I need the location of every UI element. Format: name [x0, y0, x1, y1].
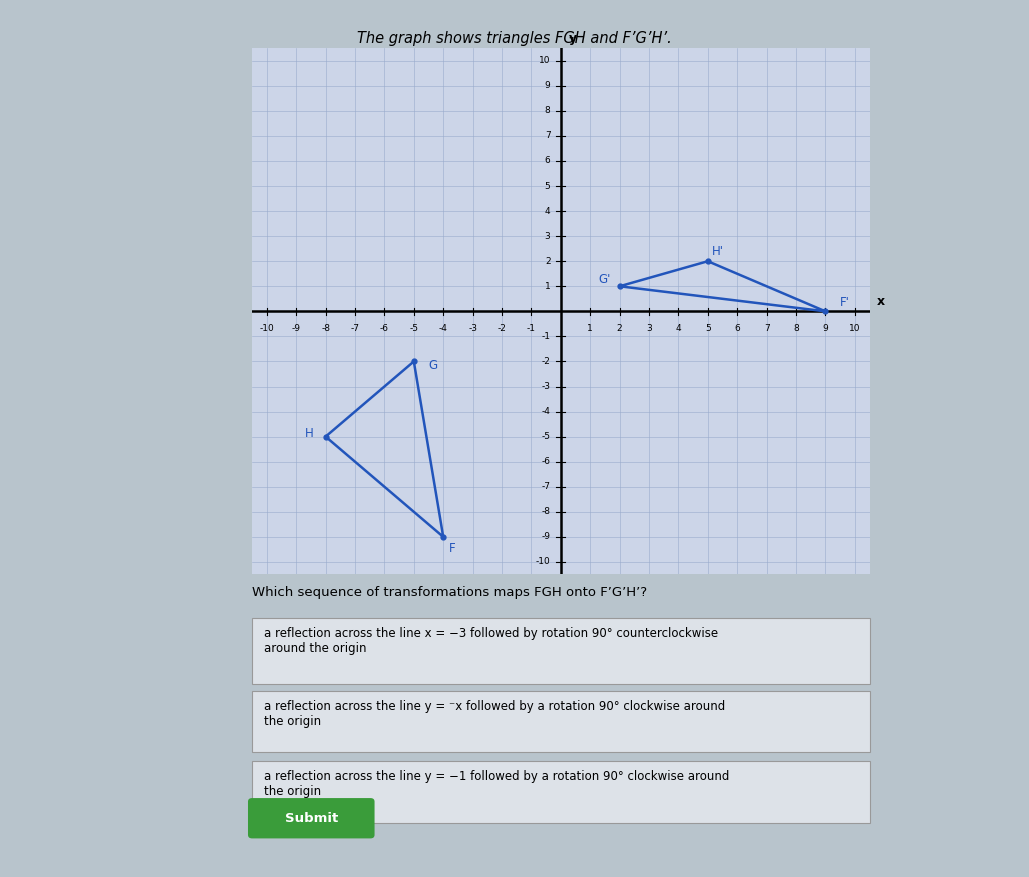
Text: G: G: [428, 359, 437, 372]
Text: 1: 1: [588, 324, 593, 333]
Text: a reflection across the line y = ⁻x followed by a rotation 90° clockwise around
: a reflection across the line y = ⁻x foll…: [264, 700, 725, 728]
Text: 10: 10: [849, 324, 860, 333]
Text: -10: -10: [259, 324, 274, 333]
Text: H: H: [305, 426, 314, 439]
Text: 10: 10: [539, 56, 551, 65]
Text: 7: 7: [764, 324, 770, 333]
Text: -9: -9: [541, 532, 551, 541]
Text: 5: 5: [705, 324, 711, 333]
Text: -3: -3: [468, 324, 477, 333]
Text: -5: -5: [410, 324, 419, 333]
Text: -6: -6: [380, 324, 389, 333]
Text: 7: 7: [544, 132, 551, 140]
Text: -8: -8: [541, 507, 551, 517]
Text: F': F': [840, 296, 850, 310]
Text: -1: -1: [541, 332, 551, 341]
Text: 9: 9: [544, 82, 551, 90]
Text: 6: 6: [735, 324, 740, 333]
Text: 9: 9: [822, 324, 828, 333]
Text: The graph shows triangles FGH and F’G’H’.: The graph shows triangles FGH and F’G’H’…: [357, 31, 672, 46]
Text: a reflection across the line x = −3 followed by rotation 90° counterclockwise
ar: a reflection across the line x = −3 foll…: [264, 627, 718, 655]
Text: F: F: [449, 542, 456, 555]
Text: 2: 2: [616, 324, 623, 333]
Text: -6: -6: [541, 457, 551, 467]
Text: 5: 5: [544, 182, 551, 190]
Text: 4: 4: [676, 324, 681, 333]
Text: -8: -8: [321, 324, 330, 333]
Text: x: x: [877, 295, 885, 308]
Text: 1: 1: [544, 282, 551, 291]
Text: 3: 3: [544, 232, 551, 240]
Text: G': G': [599, 273, 611, 286]
Text: Submit: Submit: [285, 812, 338, 824]
Text: -9: -9: [291, 324, 300, 333]
Text: -10: -10: [536, 558, 551, 567]
Text: -3: -3: [541, 382, 551, 391]
Text: 8: 8: [544, 106, 551, 116]
Text: -2: -2: [498, 324, 506, 333]
Text: 8: 8: [793, 324, 799, 333]
Text: a reflection across the line y = −1 followed by a rotation 90° clockwise around
: a reflection across the line y = −1 foll…: [264, 770, 730, 798]
Text: -1: -1: [527, 324, 536, 333]
Text: -7: -7: [541, 482, 551, 491]
Text: -2: -2: [541, 357, 551, 366]
Text: -4: -4: [541, 407, 551, 416]
Text: y: y: [568, 32, 576, 45]
Text: -5: -5: [541, 432, 551, 441]
Text: 6: 6: [544, 156, 551, 166]
Text: H': H': [712, 245, 724, 258]
Text: -4: -4: [438, 324, 448, 333]
Text: -7: -7: [351, 324, 359, 333]
Text: 4: 4: [545, 207, 551, 216]
Text: Which sequence of transformations maps FGH onto F’G’H’?: Which sequence of transformations maps F…: [252, 586, 647, 599]
Text: 3: 3: [646, 324, 652, 333]
Text: 2: 2: [545, 257, 551, 266]
